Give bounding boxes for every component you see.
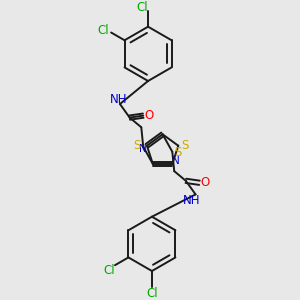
Text: Cl: Cl bbox=[136, 1, 148, 14]
Text: NH: NH bbox=[183, 194, 200, 207]
Text: S: S bbox=[134, 139, 141, 152]
Text: Cl: Cl bbox=[103, 263, 115, 277]
Text: S: S bbox=[182, 139, 189, 152]
Text: O: O bbox=[144, 109, 154, 122]
Text: Cl: Cl bbox=[98, 24, 109, 37]
Text: N: N bbox=[172, 156, 180, 166]
Text: S: S bbox=[174, 146, 182, 159]
Text: Cl: Cl bbox=[146, 287, 158, 300]
Text: N: N bbox=[139, 144, 147, 154]
Text: NH: NH bbox=[110, 93, 128, 106]
Text: O: O bbox=[201, 176, 210, 189]
